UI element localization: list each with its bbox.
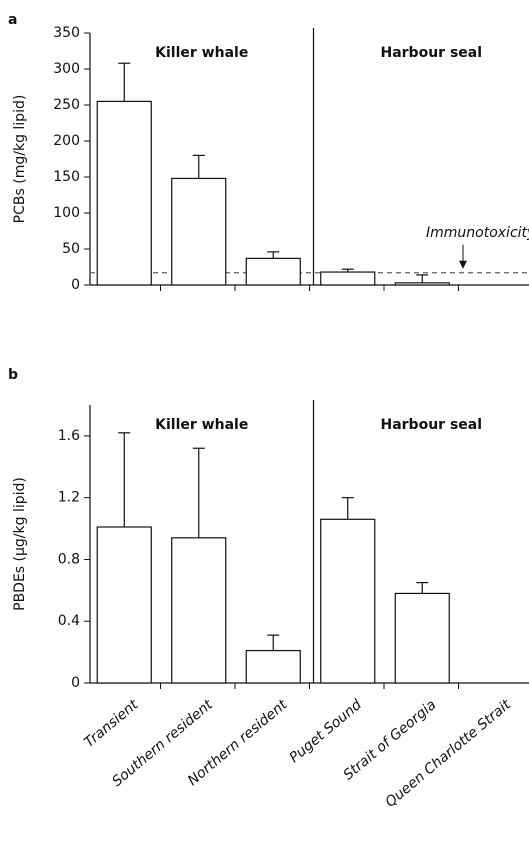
panel-label: a [8, 12, 17, 28]
y-tick-label: 100 [53, 205, 80, 221]
bar [394, 592, 450, 684]
y-tick-label: 50 [62, 241, 80, 257]
bar [245, 649, 301, 684]
x-tick-label: Transient [81, 697, 141, 751]
y-tick-label: 0 [71, 277, 80, 293]
y-tick-label: 0.4 [58, 613, 80, 629]
bar [320, 518, 376, 684]
y-tick-label: 1.6 [58, 428, 80, 444]
y-tick-label: 300 [53, 61, 80, 77]
bar [96, 526, 152, 684]
bar [171, 537, 227, 684]
panel-label: b [8, 367, 18, 383]
y-tick-label: 0 [71, 675, 80, 691]
y-tick-label: 150 [53, 169, 80, 185]
y-tick-label: 200 [53, 133, 80, 149]
bar [245, 257, 301, 286]
bar [171, 177, 227, 286]
x-tick-label: Queen Charlotte Strait [383, 697, 515, 811]
bar [394, 282, 450, 286]
threshold-arrowhead [459, 260, 467, 269]
y-tick-label: 250 [53, 97, 80, 113]
group-label: Killer whale [155, 417, 248, 433]
y-tick-label: 1.2 [58, 490, 80, 506]
bar [96, 100, 152, 286]
group-label: Harbour seal [380, 45, 482, 61]
y-axis-label: PCBs (mg/kg lipid) [12, 95, 28, 224]
y-axis-label: PBDEs (µg/kg lipid) [12, 477, 28, 611]
y-tick-label: 0.8 [58, 551, 80, 567]
bar [320, 271, 376, 286]
threshold-label: Immunotoxicity [426, 225, 529, 241]
x-tick-label: Puget Sound [287, 697, 365, 766]
group-label: Harbour seal [380, 417, 482, 433]
group-label: Killer whale [155, 45, 248, 61]
y-tick-label: 350 [53, 25, 80, 41]
